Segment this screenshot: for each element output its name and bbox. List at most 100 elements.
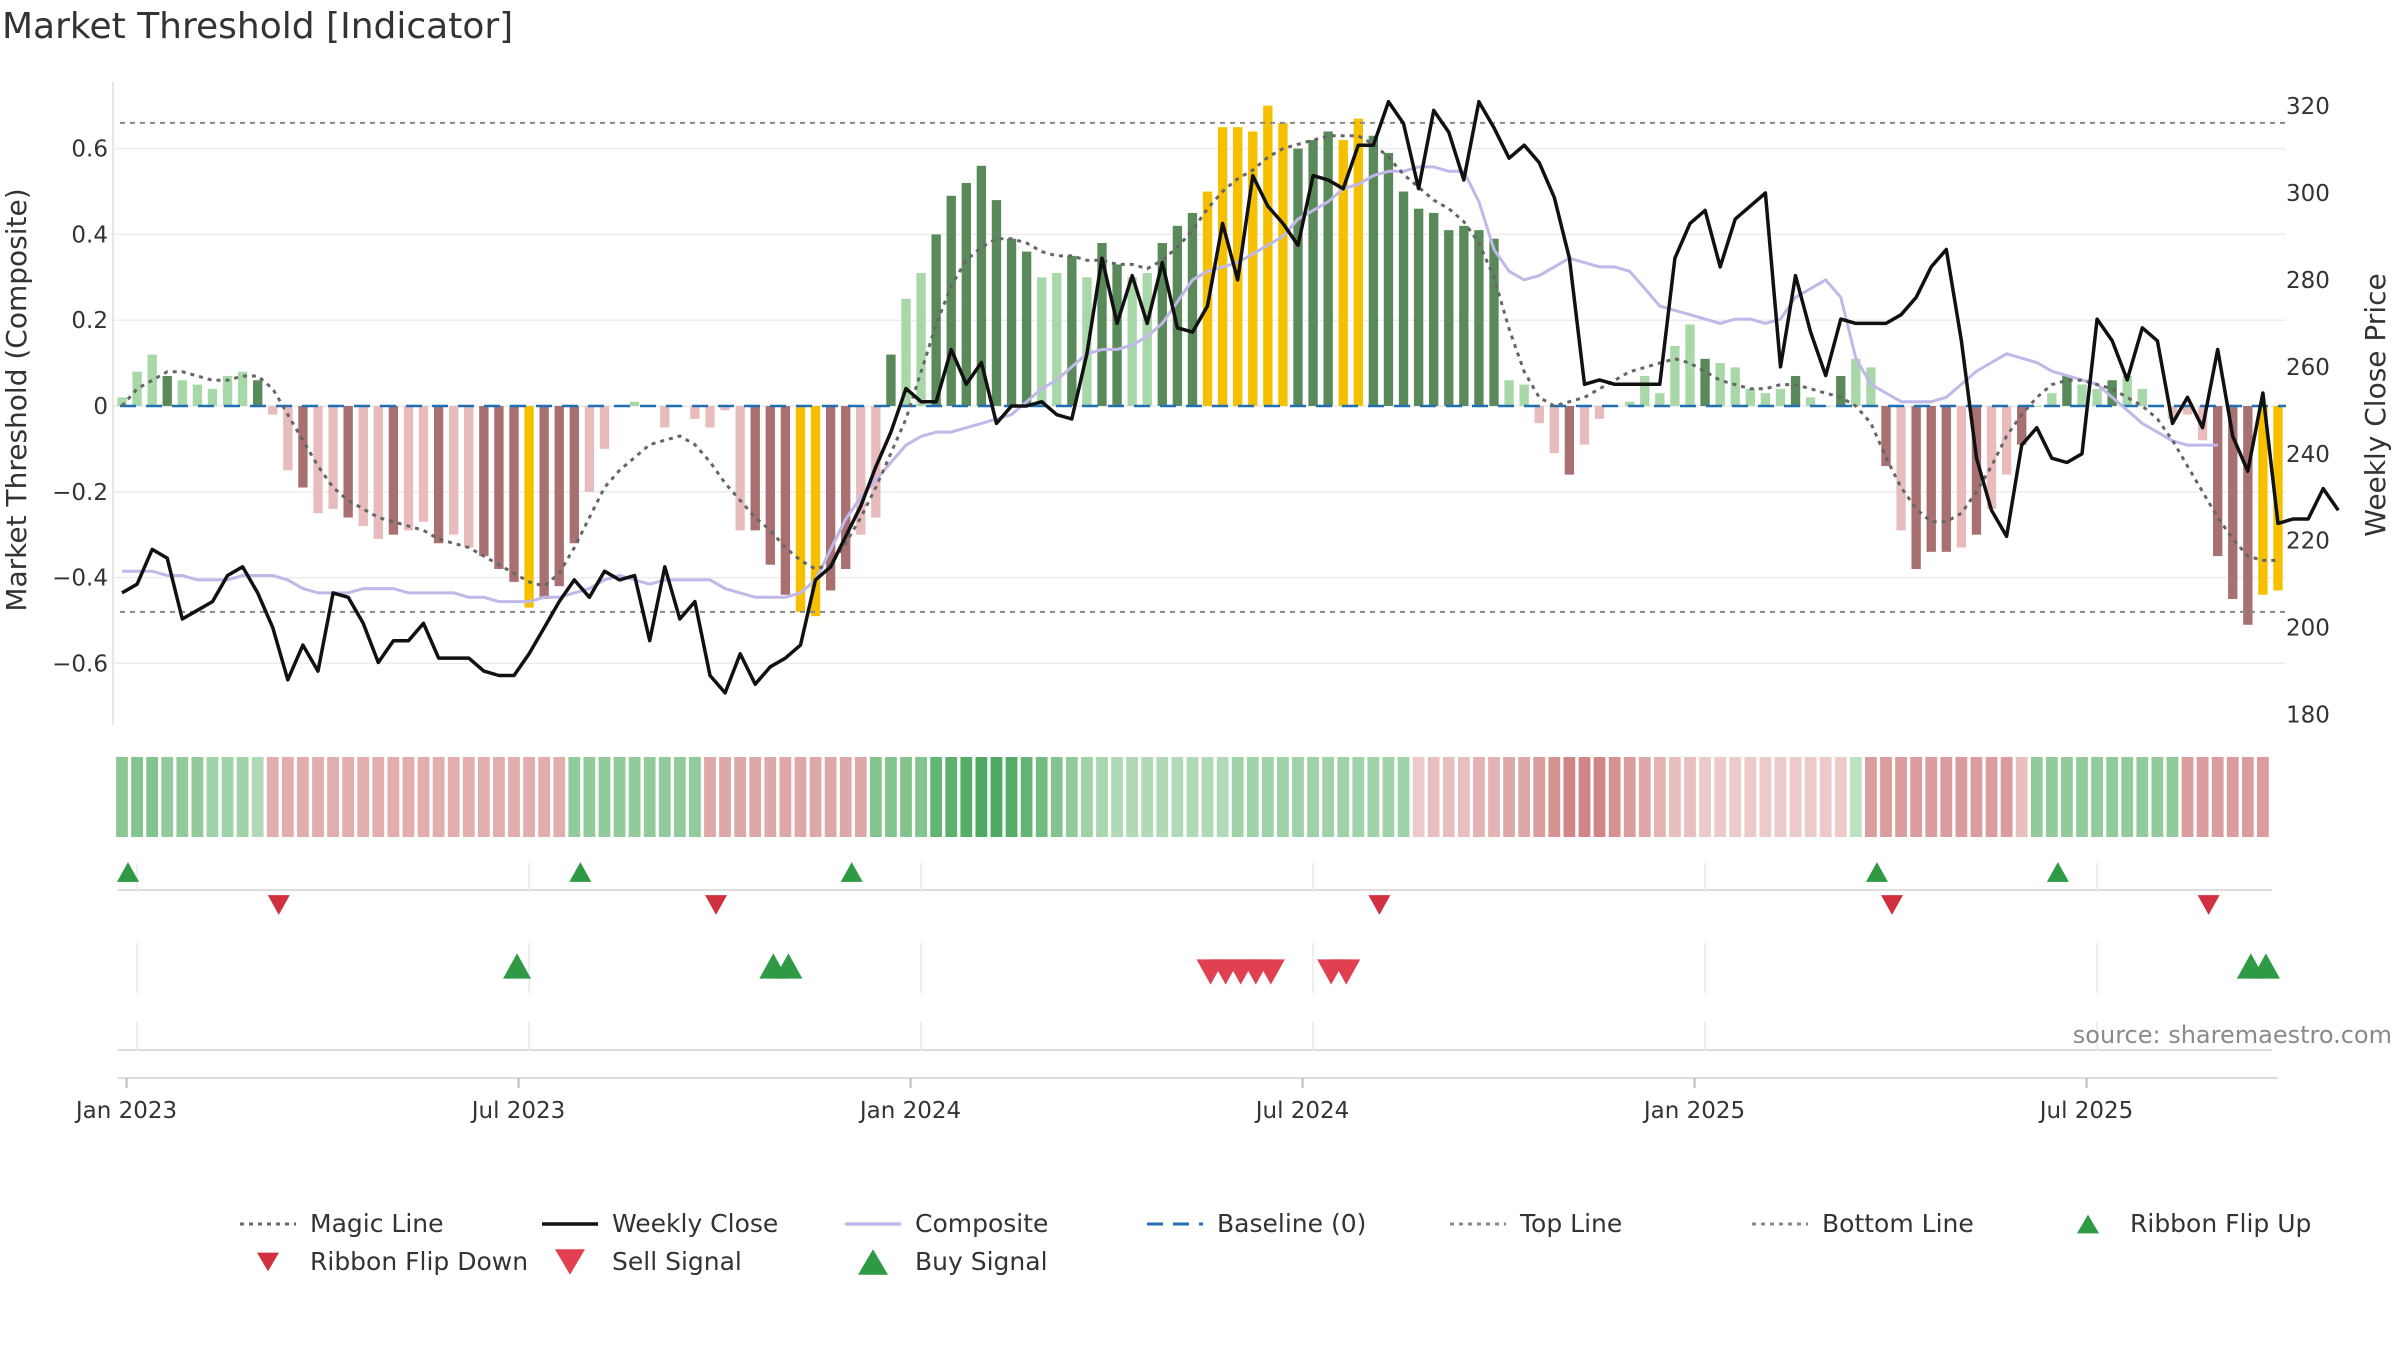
ribbon-cell bbox=[1653, 757, 1666, 837]
ribbon-cell bbox=[689, 757, 701, 837]
ribbon-cell bbox=[2121, 757, 2134, 837]
x-tick-label: Jan 2023 bbox=[74, 1098, 177, 1124]
composite-bar bbox=[1926, 406, 1936, 552]
composite-bar bbox=[509, 406, 519, 582]
legend-label: Sell Signal bbox=[612, 1247, 742, 1276]
x-tick-label: Jan 2024 bbox=[858, 1098, 961, 1124]
ribbon-cell bbox=[523, 757, 535, 837]
ribbon-cell bbox=[1186, 757, 1199, 837]
ribbon-cell bbox=[477, 757, 490, 837]
ribbon-cell bbox=[1804, 757, 1817, 837]
composite-bar bbox=[1866, 367, 1876, 406]
composite-bar bbox=[403, 406, 414, 531]
composite-bar bbox=[1534, 406, 1544, 424]
ribbon-cell bbox=[1050, 757, 1063, 837]
legend-swatch bbox=[858, 1249, 888, 1275]
legend-item: Sell Signal bbox=[555, 1247, 742, 1276]
composite-bar bbox=[1263, 105, 1273, 406]
composite-bar bbox=[1323, 131, 1333, 406]
composite-bar bbox=[1896, 406, 1906, 531]
ribbon-cell bbox=[251, 757, 264, 837]
ribbon-cell bbox=[945, 757, 958, 837]
ribbon-cell bbox=[462, 757, 475, 837]
composite-bar bbox=[1429, 212, 1439, 406]
composite-bar bbox=[720, 406, 730, 411]
ribbon-cell bbox=[1910, 757, 1923, 837]
composite-bar bbox=[2107, 380, 2117, 406]
ribbon-strip bbox=[116, 757, 2269, 837]
composite-bar bbox=[1655, 393, 1665, 406]
ribbon-cell bbox=[1985, 757, 1998, 837]
composite-bar bbox=[1233, 127, 1243, 407]
composite-bar bbox=[1187, 212, 1198, 406]
composite-bar bbox=[283, 406, 293, 471]
ribbon-cell bbox=[221, 757, 234, 837]
y-left-tick-label: −0.6 bbox=[52, 651, 108, 677]
ribbon-flip-up-marker bbox=[840, 862, 863, 882]
buy-signal-marker bbox=[503, 953, 532, 979]
composite-bar bbox=[1248, 131, 1258, 406]
ribbon-cell bbox=[2015, 757, 2028, 837]
ribbon-cell bbox=[1126, 757, 1139, 837]
legend-item: Ribbon Flip Up bbox=[2077, 1209, 2311, 1238]
composite-bar bbox=[1549, 406, 1559, 454]
ribbon-cell bbox=[885, 757, 897, 837]
ribbon-cell bbox=[1457, 757, 1470, 837]
composite-bar bbox=[991, 200, 1002, 406]
legend-label: Ribbon Flip Up bbox=[2130, 1209, 2311, 1238]
composite-bar bbox=[795, 406, 806, 612]
x-tick-label: Jul 2024 bbox=[1254, 1098, 1350, 1124]
ribbon-cell bbox=[206, 757, 219, 837]
ribbon-cell bbox=[1895, 757, 1907, 837]
x-tick-label: Jul 2023 bbox=[470, 1098, 566, 1124]
ribbon-cell bbox=[1322, 757, 1335, 837]
chart-title: Market Threshold [Indicator] bbox=[2, 6, 513, 47]
composite-bar bbox=[1383, 152, 1394, 406]
ribbon-flip-up-marker bbox=[2046, 862, 2069, 882]
ribbon-cell bbox=[2061, 757, 2073, 837]
ribbon-cell bbox=[432, 757, 445, 837]
y-right-tick-label: 180 bbox=[2286, 703, 2330, 729]
ribbon-cell bbox=[613, 757, 626, 837]
ribbon-cell bbox=[161, 757, 174, 837]
ribbon-cell bbox=[2106, 757, 2119, 837]
ribbon-cell bbox=[583, 757, 596, 837]
composite-bar bbox=[1067, 255, 1077, 406]
ribbon-cell bbox=[960, 757, 973, 837]
ribbon-cell bbox=[794, 757, 807, 837]
composite-bar bbox=[222, 375, 233, 406]
ribbon-cell bbox=[854, 757, 867, 837]
y-left-tick-label: 0.2 bbox=[71, 308, 108, 334]
composite-bar bbox=[1413, 208, 1424, 406]
composite-bar bbox=[765, 406, 775, 565]
ribbon-cell bbox=[2000, 757, 2013, 837]
ribbon-cell bbox=[2181, 757, 2194, 837]
composite-bar bbox=[2182, 406, 2193, 415]
ribbon-cell bbox=[387, 757, 400, 837]
ribbon-cell bbox=[312, 757, 324, 837]
composite-bar bbox=[1519, 384, 1529, 406]
y-right-tick-label: 280 bbox=[2286, 268, 2330, 294]
composite-bar bbox=[1836, 375, 1846, 406]
ribbon-cell bbox=[900, 757, 912, 837]
composite-bar bbox=[1112, 264, 1122, 406]
ribbon-cell bbox=[1849, 757, 1862, 837]
ribbon-cell bbox=[1442, 757, 1455, 837]
ribbon-cell bbox=[869, 757, 882, 837]
ribbon-cell bbox=[116, 757, 128, 837]
ribbon-flip-up-marker bbox=[569, 862, 592, 882]
composite-bar bbox=[539, 406, 549, 600]
ribbon-cell bbox=[764, 757, 777, 837]
ribbon-cell bbox=[704, 757, 716, 837]
composite-bar bbox=[735, 406, 745, 531]
ribbon-cell bbox=[1955, 757, 1968, 837]
legend-label: Bottom Line bbox=[1822, 1209, 1974, 1238]
ribbon-cell bbox=[628, 757, 641, 837]
ribbon-cell bbox=[2211, 757, 2224, 837]
composite-bar bbox=[2062, 375, 2072, 406]
composite-bar bbox=[1474, 230, 1484, 406]
ribbon-cell bbox=[1699, 757, 1711, 837]
legend-label: Composite bbox=[915, 1209, 1048, 1238]
y-left-axis-title: Market Threshold (Composite) bbox=[0, 188, 33, 611]
